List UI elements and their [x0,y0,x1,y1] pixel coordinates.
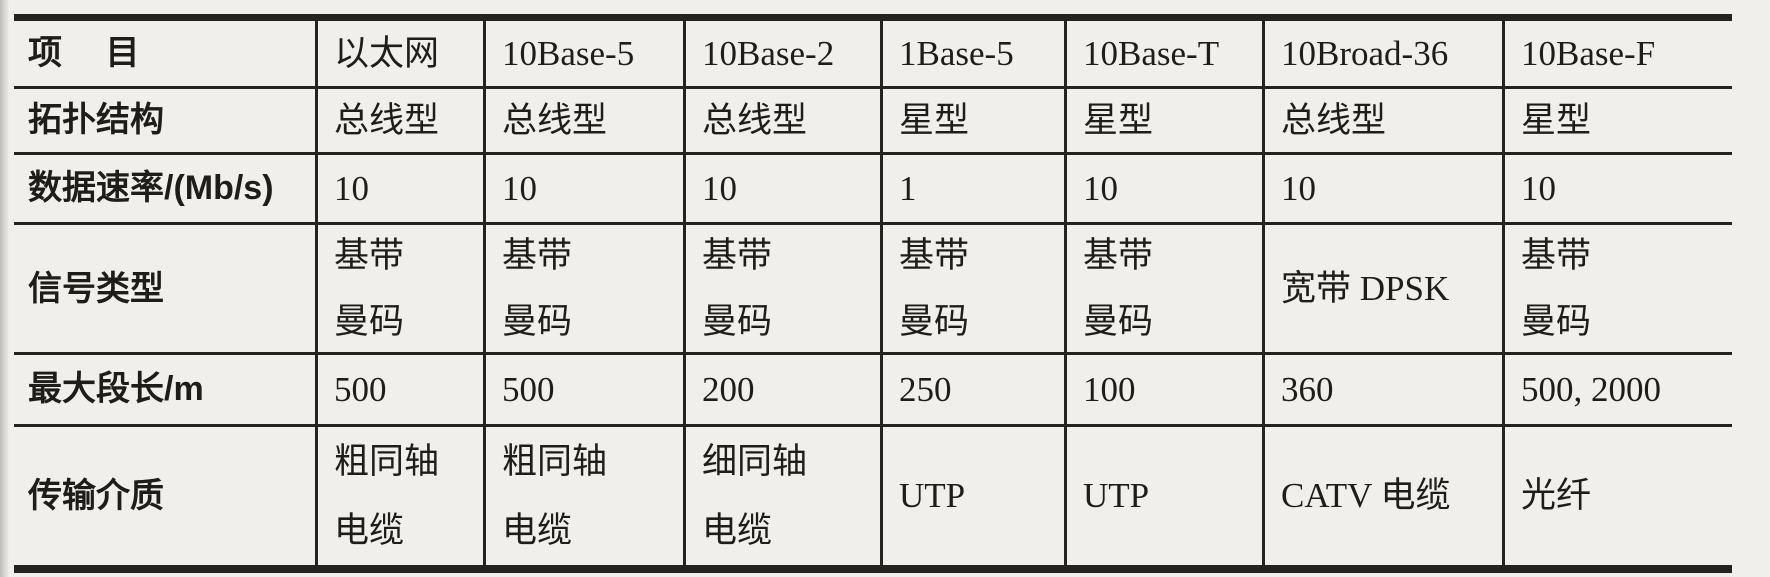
table-cell: 粗同轴 电缆 [486,427,686,565]
cell-value: 10 [502,168,537,208]
table-cell: 星型 [883,89,1067,155]
cell-value: 光纤 [1521,476,1592,515]
cell-value: 总线型 [1281,100,1387,140]
table-cell: 宽带 DPSK [1265,225,1505,355]
table-cell: 细同轴 电缆 [686,427,883,565]
table-cell: 10 [486,155,686,225]
row-label: 最大段长/m [28,370,204,409]
table-cell: 星型 [1505,89,1732,155]
row-label-medium: 传输介质 [14,427,318,565]
table-cell: 总线型 [1265,89,1505,155]
cell-value: UTP [899,476,966,515]
cell-value: 100 [1083,369,1136,409]
cell-value: 星型 [1521,100,1592,140]
table-cell: 360 [1265,355,1505,427]
row-label-data-rate: 数据速率/(Mb/s) [14,155,318,225]
cell-value: 200 [702,369,755,409]
table-cell: 总线型 [486,89,686,155]
cell-value: 星型 [899,100,970,140]
table-cell: 基带 曼码 [883,225,1067,355]
table-cell: 星型 [1067,89,1265,155]
cell-value: 基带 曼码 [1521,235,1592,341]
row-label: 拓扑结构 [28,101,164,140]
cell-value: UTP [1083,476,1150,515]
cell-value: 500 [502,369,555,409]
header-cell-10baset: 10Base-T [1067,21,1265,89]
cell-value: 粗同轴 电缆 [334,442,440,550]
cell-value: 360 [1281,369,1334,409]
table-cell: 10 [1265,155,1505,225]
cell-value: 总线型 [702,100,808,140]
row-label-signal-type: 信号类型 [14,225,318,355]
table-cell: 基带 曼码 [686,225,883,355]
table-cell: 基带 曼码 [318,225,486,355]
header-cell-ethernet: 以太网 [318,21,486,89]
cell-value: 细同轴 电缆 [702,442,808,550]
cell-value: 宽带 DPSK [1281,268,1450,308]
row-label-topology: 拓扑结构 [14,89,318,155]
header-cell-10base2: 10Base-2 [686,21,883,89]
cell-value: 基带 曼码 [334,235,405,341]
row-label: 信号类型 [28,269,164,308]
row-label: 数据速率/(Mb/s) [28,169,274,208]
cell-value: 基带 曼码 [1083,235,1154,341]
cell-value: 10 [334,168,369,208]
ethernet-standards-table: 项 目 以太网 10Base-5 10Base-2 1Base-5 10Base… [14,14,1732,573]
cell-value: 基带 曼码 [502,235,573,341]
cell-value: 10 [1281,168,1316,208]
table-cell: 10 [1067,155,1265,225]
cell-value: 10 [1521,168,1556,208]
header-label: 10Base-F [1521,33,1656,73]
table-cell: 100 [1067,355,1265,427]
table-cell: 粗同轴 电缆 [318,427,486,565]
cell-value: 基带 曼码 [899,235,970,341]
header-label: 项 目 [28,34,140,73]
header-cell-10basef: 10Base-F [1505,21,1732,89]
table-cell: UTP [883,427,1067,565]
cell-value: 10 [1083,168,1118,208]
cell-value: 250 [899,369,952,409]
header-label: 10Base-T [1083,33,1220,73]
table-cell: 10 [1505,155,1732,225]
cell-value: CATV 电缆 [1281,476,1451,515]
header-label: 以太网 [334,33,440,73]
header-cell-project: 项 目 [14,21,318,89]
table-cell: 总线型 [318,89,486,155]
table-cell: 总线型 [686,89,883,155]
table-cell: 基带 曼码 [1505,225,1732,355]
table-cell: 500, 2000 [1505,355,1732,427]
table-cell: 10 [686,155,883,225]
cell-value: 总线型 [502,100,608,140]
table-cell: 光纤 [1505,427,1732,565]
header-cell-10broad36: 10Broad-36 [1265,21,1505,89]
table-cell: 1 [883,155,1067,225]
header-cell-1base5: 1Base-5 [883,21,1067,89]
table-cell: CATV 电缆 [1265,427,1505,565]
header-label: 10Base-2 [702,33,835,73]
cell-value: 10 [702,168,737,208]
table-cell: 基带 曼码 [1067,225,1265,355]
table-cell: 500 [318,355,486,427]
cell-value: 1 [899,168,917,208]
cell-value: 基带 曼码 [702,235,773,341]
table-cell: 500 [486,355,686,427]
cell-value: 500, 2000 [1521,369,1661,409]
cell-value: 总线型 [334,100,440,140]
cell-value: 500 [334,369,387,409]
row-label-max-segment: 最大段长/m [14,355,318,427]
header-label: 10Broad-36 [1281,33,1449,73]
row-label: 传输介质 [28,476,164,515]
cell-value: 星型 [1083,100,1154,140]
header-label: 10Base-5 [502,33,635,73]
table-cell: 基带 曼码 [486,225,686,355]
table-cell: 200 [686,355,883,427]
header-cell-10base5: 10Base-5 [486,21,686,89]
header-label: 1Base-5 [899,33,1014,73]
table-cell: 250 [883,355,1067,427]
cell-value: 粗同轴 电缆 [502,442,608,550]
table-cell: 10 [318,155,486,225]
table-cell: UTP [1067,427,1265,565]
